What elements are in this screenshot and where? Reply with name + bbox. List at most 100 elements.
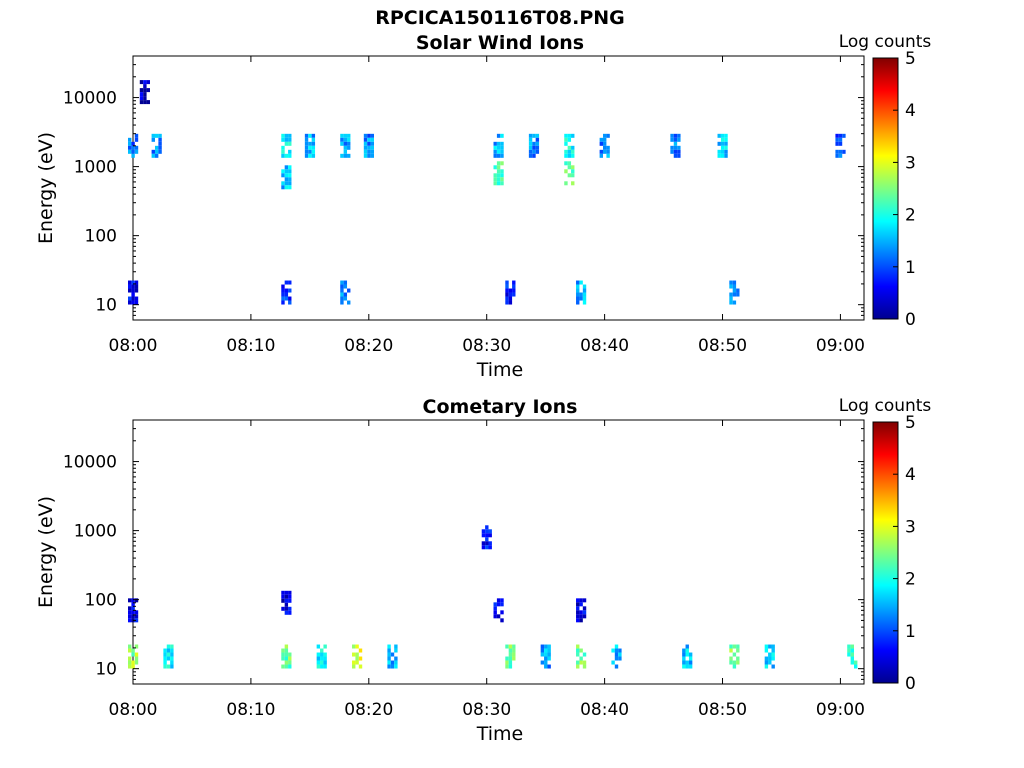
spectrogram-cell xyxy=(284,296,289,301)
spectrogram-cell xyxy=(284,177,289,182)
spectrogram-cell xyxy=(717,153,721,158)
spectrogram-cell xyxy=(134,133,139,138)
spectrogram-cell xyxy=(835,133,839,138)
spectrogram-cell xyxy=(496,173,501,178)
spectrogram-cell xyxy=(284,598,289,603)
spectrogram-cell xyxy=(603,145,607,150)
spectrogram-cell xyxy=(288,169,292,174)
spectrogram-cell xyxy=(394,656,398,661)
spectrogram-cell xyxy=(729,292,733,297)
spectrogram-cell xyxy=(500,598,504,603)
spectrogram-cell xyxy=(131,606,135,611)
spectrogram-cell xyxy=(170,644,174,649)
spectrogram-cell xyxy=(128,664,132,669)
spectrogram-cell xyxy=(724,149,728,154)
spectrogram-cell xyxy=(611,660,615,665)
y-tick-label: 10 xyxy=(95,660,117,680)
spectrogram-cell xyxy=(323,660,327,665)
spectrogram-cell xyxy=(508,660,513,665)
spectrogram-cell xyxy=(505,660,509,665)
spectrogram-cell xyxy=(304,141,309,146)
spectrogram-cell xyxy=(606,133,610,138)
spectrogram-cell xyxy=(611,648,615,653)
colorbar-ticks: 0 1 2 3 4 5 xyxy=(893,413,916,694)
spectrogram-cell xyxy=(732,300,737,305)
spectrogram-cell xyxy=(838,153,843,158)
colorbar-tick-label: 1 xyxy=(905,622,916,642)
spectrogram-cell xyxy=(688,652,693,657)
spectrogram-cell xyxy=(134,288,139,293)
spectrogram-cell xyxy=(603,133,607,138)
x-tick-label: 08:00 xyxy=(109,700,158,720)
spectrogram-cell xyxy=(284,602,289,607)
spectrogram-cell xyxy=(579,656,583,661)
colorbar xyxy=(872,421,899,684)
spectrogram-cell xyxy=(528,141,533,146)
spectrogram-cell xyxy=(311,145,316,150)
spectrogram-cell xyxy=(724,133,728,138)
spectrogram-cell xyxy=(355,660,359,665)
spectrogram-cell xyxy=(128,614,132,619)
spectrogram-cell xyxy=(544,648,548,653)
spectrogram-cell xyxy=(131,292,135,297)
spectrogram-cell xyxy=(564,137,568,142)
spectrogram-cell xyxy=(835,137,839,142)
spectrogram-cell xyxy=(288,300,292,305)
spectrogram-cell xyxy=(677,133,681,138)
spectrogram-patch xyxy=(139,80,150,105)
spectrogram-cell xyxy=(151,137,155,142)
spectrogram-cell xyxy=(614,652,619,657)
colorbar-tick-label: 0 xyxy=(905,310,916,330)
spectrogram-cell xyxy=(493,153,497,158)
spectrogram-cell xyxy=(308,141,312,146)
spectrogram-cell xyxy=(281,173,285,178)
spectrogram-cell xyxy=(564,153,568,158)
spectrogram-cell xyxy=(288,141,292,146)
spectrogram-cell xyxy=(343,292,348,297)
spectrogram-cell xyxy=(576,296,580,301)
spectrogram-cell xyxy=(158,133,162,138)
spectrogram-cell xyxy=(547,656,551,661)
spectrogram-cell xyxy=(363,145,368,150)
spectrogram-cell xyxy=(340,300,344,305)
spectrogram-cell xyxy=(682,652,686,657)
plot-area xyxy=(132,55,865,321)
spectrogram-cell xyxy=(720,133,725,138)
spectrogram-cell xyxy=(508,288,513,293)
spectrogram-cell xyxy=(528,149,533,154)
spectrogram-cell xyxy=(850,656,855,661)
spectrogram-patch xyxy=(576,644,587,669)
spectrogram-cell xyxy=(847,644,851,649)
spectrogram-cell xyxy=(720,153,725,158)
spectrogram-cell xyxy=(304,133,309,138)
spectrogram-cell xyxy=(500,181,504,186)
spectrogram-cell xyxy=(732,664,737,669)
spectrogram-cell xyxy=(367,145,371,150)
spectrogram-cell xyxy=(139,92,144,97)
spectrogram-cell xyxy=(131,598,135,603)
spectrogram-cell xyxy=(343,149,348,154)
spectrogram-cell xyxy=(316,664,321,669)
spectrogram-cell xyxy=(370,141,375,146)
spectrogram-cell xyxy=(768,652,772,657)
spectrogram-cell xyxy=(131,648,135,653)
spectrogram-cell xyxy=(284,173,289,178)
x-axis-label: Time xyxy=(476,359,524,381)
spectrogram-cell xyxy=(394,644,398,649)
spectrogram-cell xyxy=(571,149,575,154)
spectrogram-cell xyxy=(724,137,728,142)
spectrogram-cell xyxy=(606,145,610,150)
y-tick-label: 10000 xyxy=(63,453,117,473)
spectrogram-cell xyxy=(582,284,587,289)
spectrogram-cell xyxy=(340,292,344,297)
y-tick-label: 1000 xyxy=(74,522,117,542)
spectrogram-cell xyxy=(284,644,289,649)
spectrogram-cell xyxy=(284,292,289,297)
spectrogram-cell xyxy=(496,177,501,182)
spectrogram-cell xyxy=(736,660,740,665)
spectrogram-cell xyxy=(131,145,135,150)
spectrogram-cell xyxy=(340,141,344,146)
spectrogram-cell xyxy=(311,141,316,146)
spectrogram-cell xyxy=(288,153,292,158)
spectrogram-patch xyxy=(128,280,139,305)
